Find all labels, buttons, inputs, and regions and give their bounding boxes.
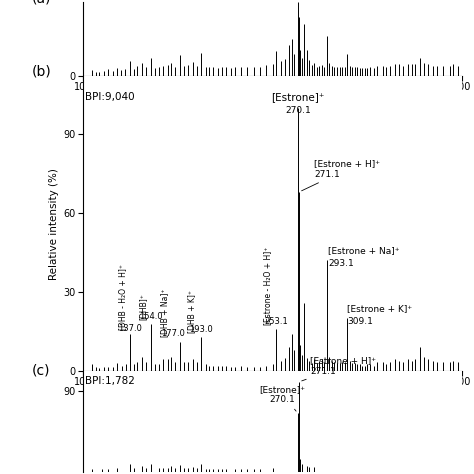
Text: BPI:9,040: BPI:9,040	[85, 92, 135, 102]
Text: (c): (c)	[32, 363, 50, 377]
Text: [DHB - H₂O + H]⁺: [DHB - H₂O + H]⁺	[118, 264, 127, 330]
Text: (b): (b)	[32, 64, 52, 78]
Text: 193.0: 193.0	[189, 325, 212, 334]
Text: [DHB + Na]⁺: [DHB + Na]⁺	[161, 288, 170, 337]
Text: 309.1: 309.1	[347, 317, 373, 326]
Text: BPI:1,782: BPI:1,782	[85, 376, 136, 386]
Text: 177.0: 177.0	[161, 329, 185, 338]
Text: 137.0: 137.0	[118, 324, 142, 333]
Text: 154.0: 154.0	[139, 312, 163, 321]
Text: [DHB]⁺: [DHB]⁺	[138, 293, 147, 320]
Text: [DHB + K]⁺: [DHB + K]⁺	[187, 290, 196, 333]
X-axis label: $m/z$: $m/z$	[261, 92, 284, 105]
Text: [Estrone]⁺
270.1: [Estrone]⁺ 270.1	[260, 385, 306, 411]
Text: 293.1: 293.1	[328, 259, 354, 268]
Text: 253.1: 253.1	[264, 317, 288, 326]
Y-axis label: Relative intensity (%): Relative intensity (%)	[49, 168, 59, 280]
Text: [Estrone - H₂O + H]⁺: [Estrone - H₂O + H]⁺	[263, 246, 272, 325]
Text: [Estrone + Na]⁺: [Estrone + Na]⁺	[328, 246, 400, 255]
Text: [Estrone + K]⁺: [Estrone + K]⁺	[347, 304, 412, 313]
X-axis label: $m/z$: $m/z$	[261, 387, 284, 401]
Text: (a): (a)	[32, 0, 51, 5]
Text: 270.1: 270.1	[285, 106, 310, 115]
Text: [Estrone + H]⁺
271.1: [Estrone + H]⁺ 271.1	[302, 356, 376, 381]
Text: [Estrone + H]⁺
271.1: [Estrone + H]⁺ 271.1	[301, 159, 380, 191]
Text: [Estrone]⁺: [Estrone]⁺	[271, 92, 325, 102]
